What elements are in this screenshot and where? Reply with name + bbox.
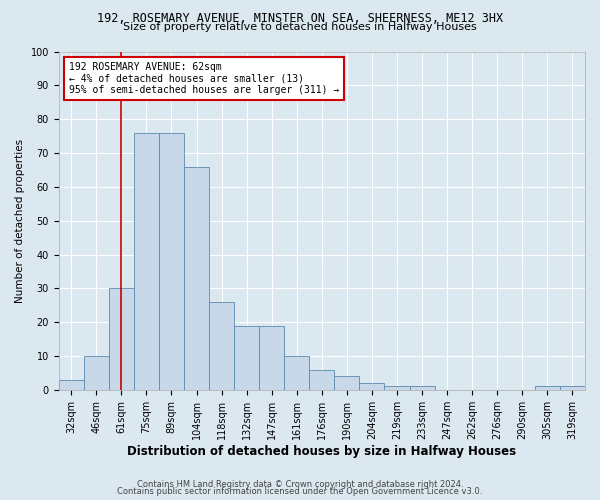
Bar (535, 386, 560, 390)
Bar (334, 376, 359, 390)
Bar (560, 386, 585, 390)
X-axis label: Distribution of detached houses by size in Halfway Houses: Distribution of detached houses by size … (127, 444, 517, 458)
Bar (184, 166, 209, 390)
Text: Contains public sector information licensed under the Open Government Licence v3: Contains public sector information licen… (118, 487, 482, 496)
Text: Contains HM Land Registry data © Crown copyright and database right 2024.: Contains HM Land Registry data © Crown c… (137, 480, 463, 489)
Bar (410, 386, 434, 390)
Bar (109, 288, 134, 390)
Text: Size of property relative to detached houses in Halfway Houses: Size of property relative to detached ho… (123, 22, 477, 32)
Bar (259, 326, 284, 390)
Bar (359, 383, 385, 390)
Bar (234, 326, 259, 390)
Bar (309, 370, 334, 390)
Bar (209, 302, 234, 390)
Y-axis label: Number of detached properties: Number of detached properties (15, 138, 25, 302)
Text: 192, ROSEMARY AVENUE, MINSTER ON SEA, SHEERNESS, ME12 3HX: 192, ROSEMARY AVENUE, MINSTER ON SEA, SH… (97, 12, 503, 26)
Bar (159, 132, 184, 390)
Bar (284, 356, 309, 390)
Bar (84, 356, 109, 390)
Bar (59, 380, 84, 390)
Bar (134, 132, 159, 390)
Bar (385, 386, 410, 390)
Text: 192 ROSEMARY AVENUE: 62sqm
← 4% of detached houses are smaller (13)
95% of semi-: 192 ROSEMARY AVENUE: 62sqm ← 4% of detac… (69, 62, 340, 95)
